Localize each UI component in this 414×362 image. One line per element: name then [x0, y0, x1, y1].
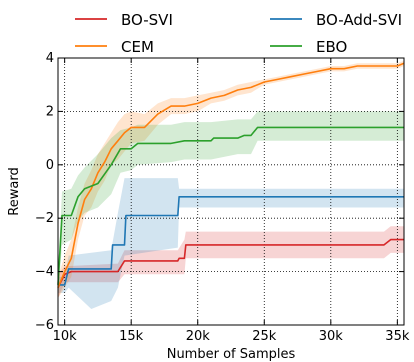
- x-tick-label: 30k: [319, 329, 344, 344]
- y-axis-label: Reward: [7, 167, 22, 215]
- legend: BO-SVI BO-Add-SVI CEM EBO: [75, 11, 402, 56]
- legend-label-bo-add-svi: BO-Add-SVI: [316, 11, 402, 29]
- band-cem: [58, 60, 404, 299]
- y-tick-label: 0: [46, 158, 54, 173]
- band-bo-add-svi: [58, 178, 404, 309]
- x-tick-label: 35k: [385, 329, 410, 344]
- y-tick-label: −4: [35, 265, 54, 280]
- x-tick-label: 20k: [186, 329, 211, 344]
- line-bo-add-svi: [58, 196, 404, 286]
- x-axis-label: Number of Samples: [167, 347, 296, 362]
- legend-label-cem: CEM: [121, 38, 154, 56]
- y-tick-label: 4: [46, 51, 54, 66]
- y-tick-label: 2: [46, 104, 54, 119]
- legend-label-bo-svi: BO-SVI: [121, 11, 173, 29]
- line-bo-svi: [57, 238, 404, 288]
- x-tick-label: 10k: [53, 329, 78, 344]
- y-tick-label: −6: [35, 318, 54, 333]
- y-tick-label: −2: [35, 211, 54, 226]
- x-tick-label: 25k: [252, 329, 277, 344]
- axis-ticks: 10k 15k 20k 25k 30k 35k −6 −4 −2 0 2 4: [35, 51, 410, 344]
- line-cem: [57, 62, 405, 288]
- x-tick-label: 15k: [119, 329, 144, 344]
- band-ebo: [58, 111, 404, 299]
- series-lines: [57, 62, 405, 288]
- legend-label-ebo: EBO: [316, 38, 347, 56]
- line-ebo: [57, 126, 404, 285]
- plot-frame: [57, 57, 405, 326]
